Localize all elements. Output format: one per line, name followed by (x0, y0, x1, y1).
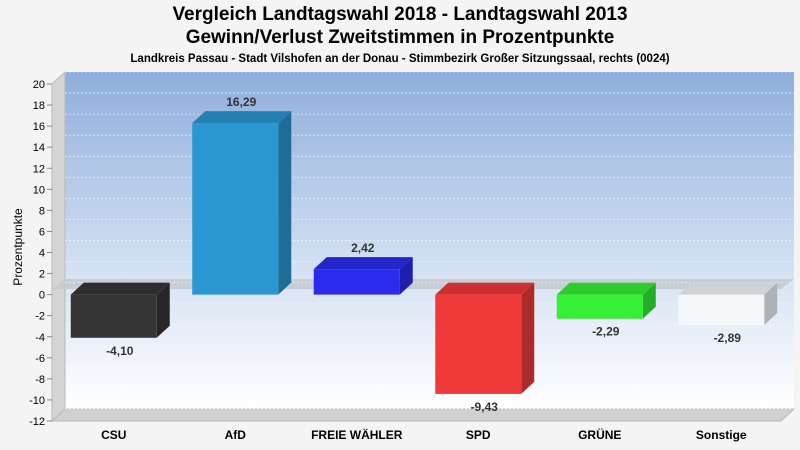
y-tick-label: 10 (33, 184, 45, 196)
y-tick-label: 0 (39, 290, 45, 302)
x-category-label: FREIE WÄHLER (311, 427, 403, 442)
chart-subtitle: Gewinn/Verlust Zweitstimmen in Prozentpu… (185, 27, 615, 48)
y-tick-label: -12 (29, 416, 45, 428)
bar-freie-wähler (313, 257, 413, 295)
bar-csu (70, 282, 170, 338)
y-tick-label: -4 (35, 332, 45, 344)
y-tick-label: -10 (29, 395, 45, 407)
y-tick-label: 20 (33, 79, 45, 91)
y-tick-label: -6 (35, 353, 45, 365)
bar-value-label: 16,29 (226, 95, 256, 109)
bar-grüne (556, 282, 656, 319)
x-category-label: Sonstige (696, 428, 747, 442)
y-tick-label: 8 (39, 205, 45, 217)
bar-value-label: -2,89 (714, 331, 742, 345)
bar-afd (192, 111, 292, 295)
y-tick-label: 18 (33, 100, 45, 112)
bar-spd (435, 282, 535, 394)
chart-caption: Landkreis Passau - Stadt Vilshofen an de… (130, 53, 670, 65)
x-category-label: CSU (101, 428, 126, 442)
y-tick-label: 2 (39, 269, 45, 281)
x-category-label: GRÜNE (578, 427, 621, 442)
plot-floor (50, 408, 796, 422)
y-tick-label: 12 (33, 163, 45, 175)
x-category-label: SPD (466, 428, 491, 442)
x-category-label: AfD (225, 428, 247, 442)
y-axis-label: Prozentpunkte (11, 208, 25, 286)
bar-sonstige (678, 282, 778, 326)
chart-title: Vergleich Landtagswahl 2018 - Landtagswa… (172, 4, 628, 25)
bar-value-label: -4,10 (106, 344, 134, 358)
bar-value-label: -9,43 (471, 400, 499, 414)
y-tick-label: -8 (35, 374, 45, 386)
plot-side-wall (51, 70, 66, 423)
bar-value-label: 2,42 (351, 241, 375, 255)
bar-value-label: -2,29 (592, 325, 620, 339)
y-tick-label: 6 (39, 226, 45, 238)
y-tick-label: -2 (35, 311, 45, 323)
y-tick-label: 4 (39, 248, 45, 260)
y-tick-label: 16 (33, 121, 45, 133)
y-tick-label: 14 (33, 142, 45, 154)
